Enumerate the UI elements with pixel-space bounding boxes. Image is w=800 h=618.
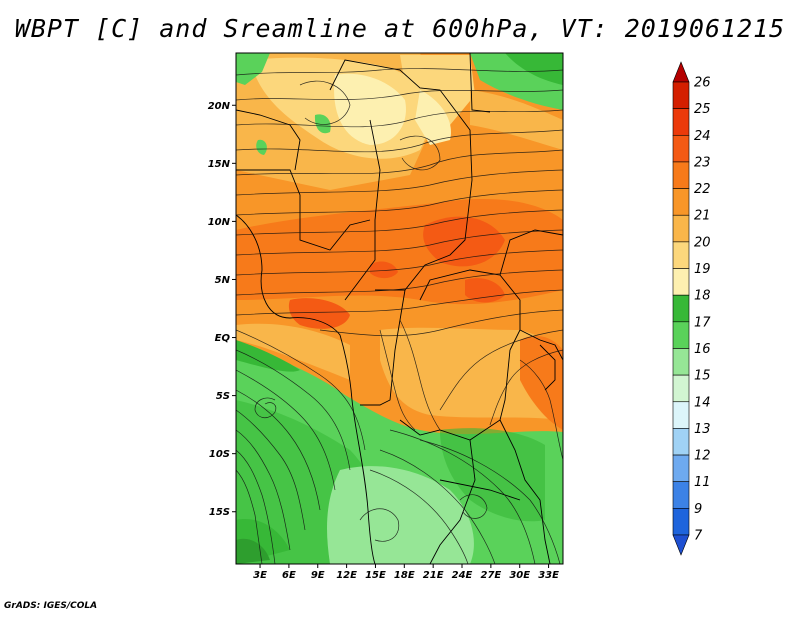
lon-label: 21E <box>423 570 444 581</box>
lat-label: 10S <box>209 449 230 460</box>
colorbar-label: 16 <box>694 342 711 357</box>
colorbar-swatch <box>672 268 690 296</box>
streamlines <box>236 68 563 564</box>
colorbar-swatch <box>672 134 690 163</box>
colorbar-swatch <box>672 401 690 429</box>
lon-label: 24E <box>452 570 473 581</box>
colorbar-label: 9 <box>694 502 702 517</box>
colorbar-swatch <box>672 294 690 323</box>
colorbar-label: 22 <box>694 182 711 197</box>
colorbar-label: 24 <box>694 129 711 144</box>
colorbar-swatch <box>672 214 690 243</box>
colorbar-label: 21 <box>694 209 711 224</box>
lon-label: 15E <box>365 570 386 581</box>
colorbar-label: 20 <box>694 235 711 250</box>
colorbar-label: 17 <box>694 315 711 330</box>
colorbar-label: 11 <box>694 475 711 490</box>
colorbar: 26 25 24 23 22 21 20 19 18 17 16 15 14 13 12 11 9 7 <box>672 61 711 556</box>
colorbar-label: 26 <box>694 76 711 91</box>
coastlines <box>236 53 563 564</box>
lon-label: 12E <box>336 570 357 581</box>
lon-label: 27E <box>480 570 501 581</box>
colorbar-label: 13 <box>694 422 711 437</box>
colorbar-label: 19 <box>694 262 711 277</box>
latitude-axis: 20N 15N 10N 5N EQ 5S 10S 15S <box>208 101 236 518</box>
colorbar-swatch <box>672 321 690 349</box>
lon-label: 3E <box>253 570 267 581</box>
wbpt-field <box>236 53 563 564</box>
colorbar-label: 25 <box>694 102 711 117</box>
lat-label: 5N <box>215 275 231 286</box>
colorbar-label: 14 <box>694 395 711 410</box>
lat-label: 20N <box>208 101 231 112</box>
colorbar-label: 18 <box>694 289 711 304</box>
colorbar-swatch <box>672 428 690 456</box>
colorbar-swatch <box>672 241 690 269</box>
colorbar-label: 15 <box>694 369 711 384</box>
lat-label: 10N <box>208 217 231 228</box>
map-frame <box>235 52 564 565</box>
colorbar-swatch <box>672 348 690 376</box>
grads-credit: GrADS: IGES/COLA <box>4 601 98 611</box>
colorbar-swatch <box>672 481 690 509</box>
longitude-axis: 3E 6E 9E 12E 15E 18E 21E 24E 27E 30E 33E <box>253 564 559 581</box>
lat-label: 15N <box>208 159 231 170</box>
colorbar-swatch <box>672 508 690 536</box>
lon-label: 6E <box>282 570 296 581</box>
colorbar-swatch <box>672 161 690 189</box>
colorbar-swatch <box>672 108 690 136</box>
colorbar-top-arrow <box>672 61 690 83</box>
colorbar-swatch <box>672 454 690 483</box>
colorbar-swatch <box>672 81 690 109</box>
lon-label: 33E <box>538 570 559 581</box>
lon-label: 9E <box>311 570 325 581</box>
lon-label: 18E <box>394 570 415 581</box>
map-title: WBPT [C] and Sreamline at 600hPa, VT: 20… <box>14 14 786 43</box>
lat-label: 15S <box>209 507 230 518</box>
colorbar-bottom-arrow <box>672 534 690 556</box>
colorbar-label: 7 <box>694 529 703 544</box>
lon-label: 30E <box>509 570 530 581</box>
lat-label: EQ <box>215 333 231 344</box>
colorbar-swatch <box>672 374 690 403</box>
colorbar-label: 12 <box>694 449 711 464</box>
lat-label: 5S <box>216 391 230 402</box>
colorbar-label: 23 <box>694 155 711 170</box>
colorbar-swatch <box>672 188 690 216</box>
